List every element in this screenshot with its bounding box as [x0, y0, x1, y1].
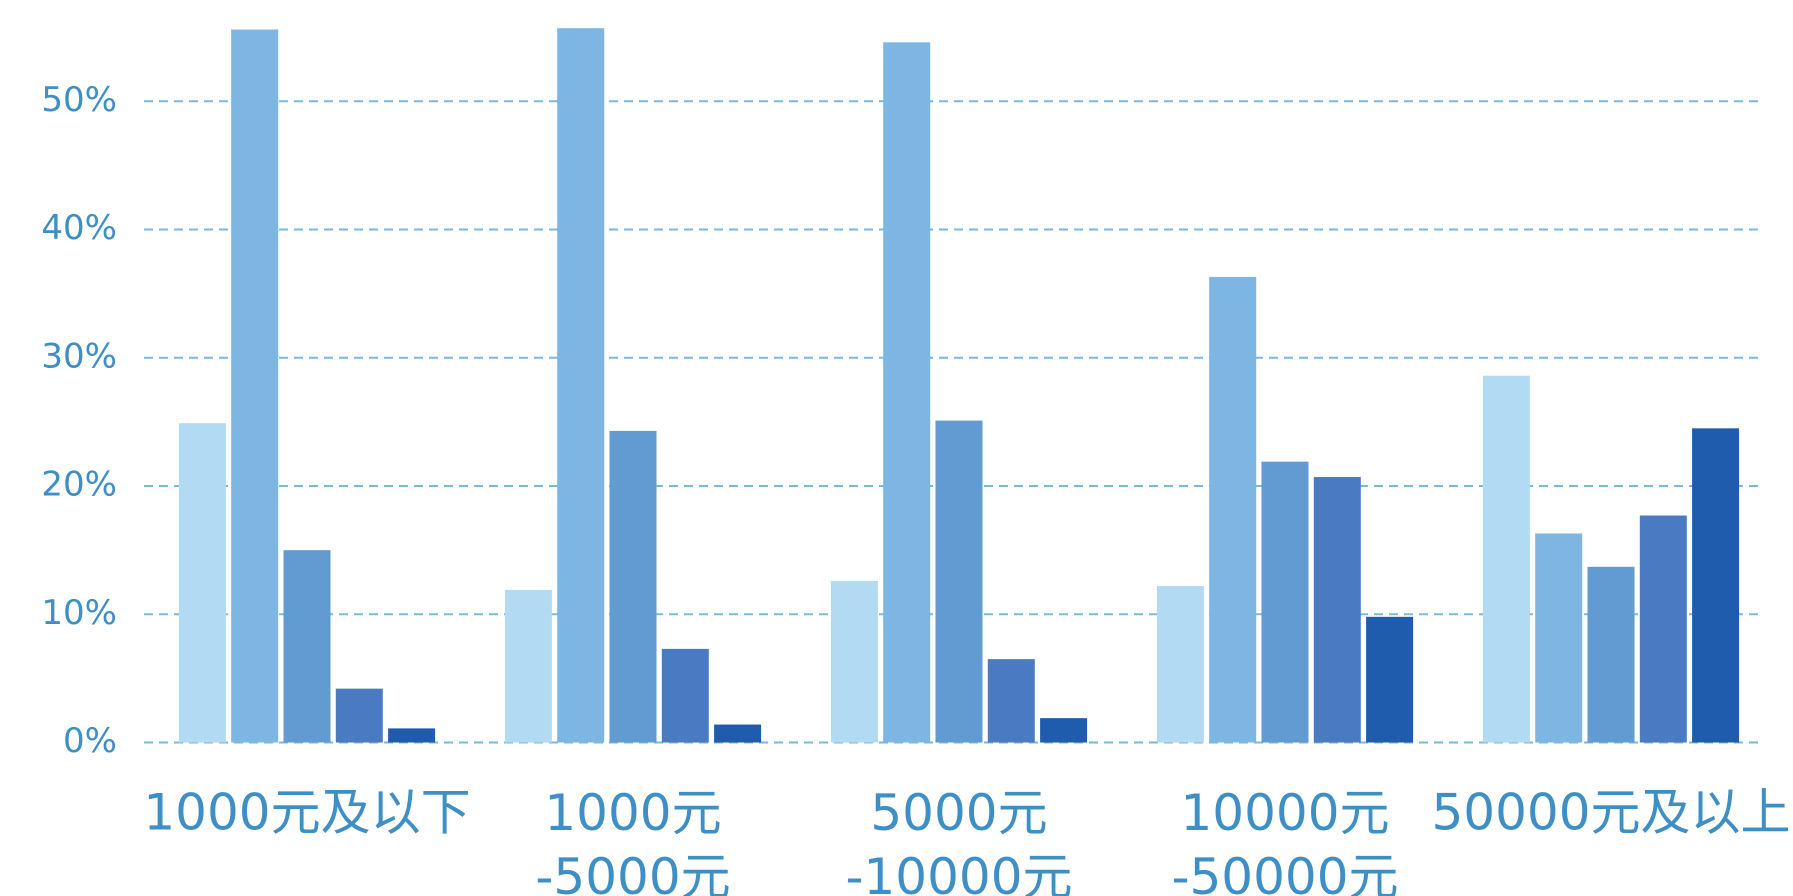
bar	[1040, 718, 1088, 743]
y-tick-label: 20%	[41, 465, 117, 505]
y-tick-label: 30%	[41, 336, 117, 376]
x-tick-label: 1000元-5000元	[535, 784, 730, 896]
y-tick-label: 0%	[63, 721, 117, 761]
bar	[1535, 533, 1583, 743]
bar	[335, 688, 383, 743]
bar	[661, 648, 709, 743]
bar	[1209, 276, 1257, 743]
bar	[1692, 428, 1740, 743]
bar	[714, 724, 762, 743]
bar	[1313, 477, 1361, 743]
bar	[231, 29, 279, 743]
bar	[1587, 566, 1635, 743]
bar	[1366, 616, 1414, 743]
bar	[178, 423, 226, 743]
bar	[883, 42, 931, 743]
x-tick-label: 50000元及以上	[1431, 784, 1790, 842]
bar	[935, 420, 983, 743]
x-tick-label: 1000元及以下	[143, 784, 470, 842]
y-tick-label: 40%	[41, 208, 117, 248]
bar	[557, 28, 605, 743]
bar	[283, 550, 331, 743]
bar	[1156, 586, 1204, 743]
y-tick-label: 50%	[41, 80, 117, 120]
bar	[1482, 375, 1530, 743]
bar	[609, 430, 657, 743]
x-tick-label: 10000元-50000元	[1171, 784, 1398, 896]
bar	[388, 728, 436, 743]
bar	[830, 580, 878, 743]
bar	[1261, 461, 1309, 743]
y-tick-label: 10%	[41, 593, 117, 633]
x-tick-label: 5000元-10000元	[845, 784, 1072, 896]
bar	[504, 589, 552, 743]
bar	[987, 659, 1035, 743]
bar	[1639, 515, 1687, 743]
